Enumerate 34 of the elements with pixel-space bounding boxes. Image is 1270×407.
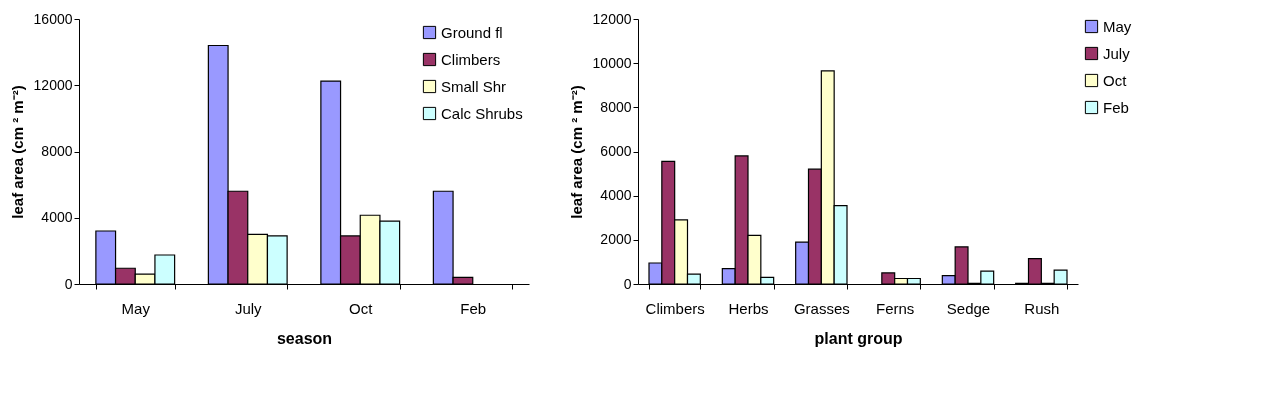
y-axis-title: leaf area (cm ² m⁻²) bbox=[8, 85, 26, 219]
x-tick-label: Sedge bbox=[946, 299, 991, 317]
legend-label: May bbox=[1103, 17, 1132, 35]
y-tick-label: 8000 bbox=[600, 98, 632, 115]
y-tick-label: 2000 bbox=[600, 231, 632, 248]
legend-label: Climbers bbox=[441, 50, 501, 68]
x-tick-label: May bbox=[121, 299, 151, 317]
y-tick-label: 0 bbox=[64, 275, 73, 292]
x-axis-title: season bbox=[276, 329, 333, 347]
legend-label: Calc Shrubs bbox=[441, 104, 523, 122]
x-tick-label: Feb bbox=[460, 299, 487, 317]
y-tick-label: 10000 bbox=[592, 54, 632, 71]
legend-label: Oct bbox=[1103, 71, 1128, 89]
x-axis-title: plant group bbox=[814, 329, 903, 347]
legend-label: July bbox=[1103, 44, 1131, 62]
y-tick-label: 12000 bbox=[592, 10, 632, 27]
y-axis-title: leaf area (cm ² m⁻²) bbox=[567, 85, 585, 219]
y-tick-label: 8000 bbox=[41, 143, 73, 159]
y-tick-label: 6000 bbox=[600, 143, 632, 159]
x-tick-label: Herbs bbox=[728, 299, 769, 317]
x-tick-label: July bbox=[234, 299, 263, 317]
x-tick-label: Rush bbox=[1024, 299, 1060, 317]
y-tick-label: 12000 bbox=[33, 76, 73, 93]
y-tick-label: 4000 bbox=[600, 187, 632, 204]
y-tick-label: 4000 bbox=[41, 209, 73, 226]
x-tick-label: Ferns bbox=[875, 299, 915, 317]
x-tick-label: Grasses bbox=[793, 299, 850, 317]
legend-label: Ground fl bbox=[441, 23, 503, 41]
y-tick-label: 0 bbox=[623, 275, 632, 292]
x-tick-label: Oct bbox=[349, 299, 374, 317]
legend-label: Small Shr bbox=[441, 77, 507, 95]
y-tick-label: 16000 bbox=[33, 10, 73, 27]
x-tick-label: Climbers bbox=[645, 299, 705, 317]
legend-label: Feb bbox=[1103, 98, 1129, 116]
